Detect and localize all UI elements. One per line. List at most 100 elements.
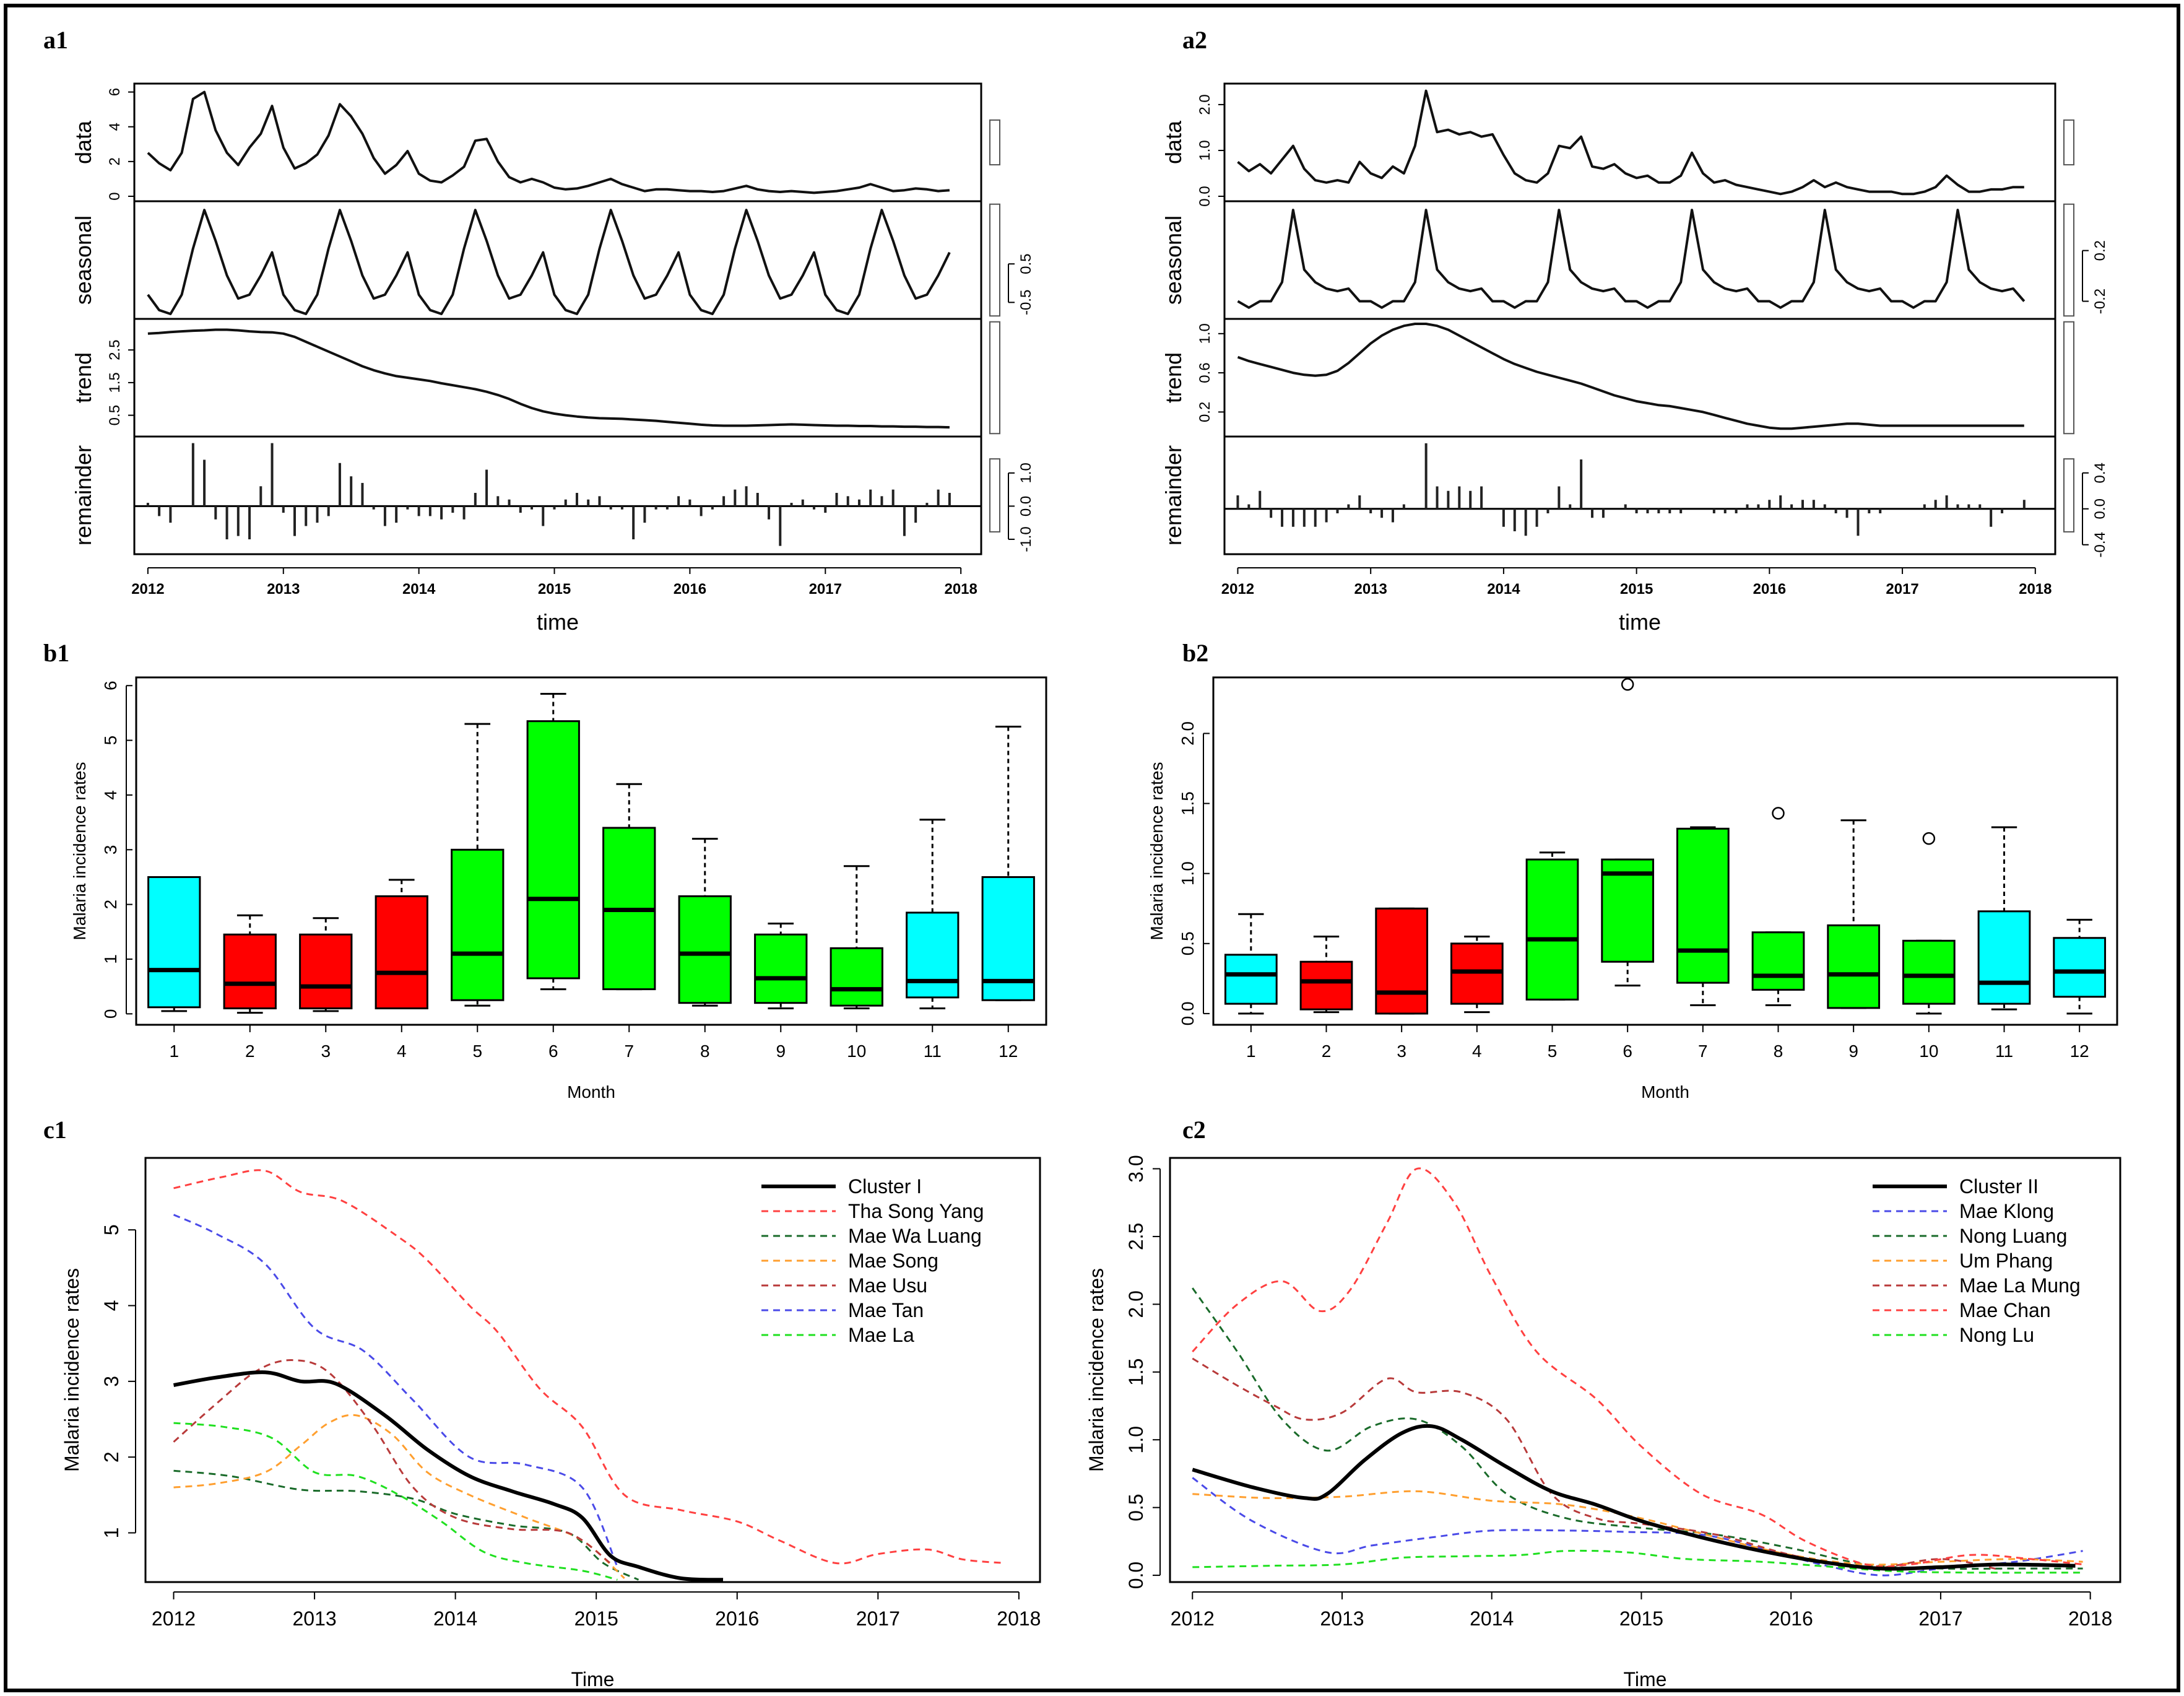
- panel-frame-remainder: [133, 435, 982, 555]
- x-tick-label: 2014: [433, 1607, 477, 1630]
- x-tick-label: 2016: [674, 581, 706, 598]
- x-tick-label: 2: [245, 1042, 255, 1061]
- x-tick-label: 2017: [809, 581, 842, 598]
- line-chart-c2: 2012 2013 2014 2015 2016 2017 2018 Time 0.0 0.5 1.…: [1085, 1155, 2121, 1690]
- y-axis-title: Malaria incidence rates: [1147, 762, 1166, 941]
- x-tick-label: 5: [472, 1042, 482, 1061]
- x-tick-label: 2017: [856, 1607, 900, 1630]
- x-tick-label: 4: [1472, 1042, 1482, 1061]
- scale-bar-seasonal: [989, 203, 1000, 317]
- y-tick-label-trend: 2.5: [106, 339, 123, 360]
- x-tick-label: 2015: [1619, 1607, 1663, 1630]
- y-tick-label-remainder: -0.4: [2092, 532, 2108, 557]
- plot-frame: [1169, 1157, 2121, 1583]
- panel-label-remainder: remainder: [1161, 445, 1186, 546]
- stl-decomposition-a1: data 0 2 4 6 seasonal -0.5 0.5 trend 0.5 1.5 2.5 rem…: [71, 82, 1034, 635]
- series-line-mae-tan: [173, 1214, 618, 1568]
- x-tick-label: 2016: [1753, 581, 1786, 598]
- box-body: [147, 876, 201, 1009]
- x-tick-label: 3: [321, 1042, 331, 1061]
- x-tick-label: 2018: [944, 581, 977, 598]
- panel-label-c2: c2: [1182, 1116, 1206, 1144]
- y-tick-label-seasonal: 0.2: [2092, 240, 2108, 261]
- panel-label-b1: b1: [43, 639, 69, 667]
- y-tick-label-remainder: -1.0: [1018, 526, 1034, 552]
- x-tick-label: 2: [1322, 1042, 1332, 1061]
- y-tick-label-data: 0: [106, 192, 123, 200]
- x-tick-label: 3: [1397, 1042, 1406, 1061]
- panel-label-remainder: remainder: [71, 445, 96, 546]
- x-tick-label: 11: [924, 1042, 942, 1061]
- y-tick-label: 0: [101, 1009, 120, 1019]
- y-tick-label-remainder: 0.4: [2092, 463, 2108, 483]
- scale-bar-remainder: [2063, 458, 2074, 533]
- x-tick-label: 10: [1919, 1042, 1938, 1061]
- x-tick-label: 1: [169, 1042, 179, 1061]
- box-body: [830, 947, 883, 1007]
- x-tick-label: 5: [1548, 1042, 1558, 1061]
- x-tick-label: 8: [700, 1042, 710, 1061]
- panel-label-a2: a2: [1182, 26, 1207, 54]
- y-tick-label: 4: [101, 790, 120, 800]
- box-body: [375, 895, 428, 1009]
- legend-label: Mae La: [848, 1324, 914, 1346]
- series-line-cluster-i: [173, 1370, 724, 1582]
- series-line-mae-wa-luang: [173, 1469, 639, 1581]
- box-body: [526, 720, 580, 980]
- series-line-mae-song: [173, 1414, 625, 1580]
- x-tick-label: 2017: [1886, 581, 1918, 598]
- series-line-tha-song-yang: [173, 1169, 1005, 1565]
- x-axis-title: time: [1619, 609, 1661, 635]
- x-tick-label: 2016: [1769, 1607, 1813, 1630]
- box-body: [1751, 931, 1805, 991]
- box-body: [299, 933, 353, 1009]
- box-body: [1299, 960, 1353, 1011]
- series-line-seasonal: [147, 209, 951, 315]
- series-line-um-phang: [1192, 1490, 2083, 1566]
- box-body: [678, 895, 732, 1004]
- series-line-data: [1237, 89, 2024, 196]
- series-line-mae-usu: [173, 1359, 611, 1564]
- x-axis-title: time: [537, 609, 579, 635]
- box-outlier: [1922, 832, 1936, 845]
- y-tick-label: 0.5: [1178, 931, 1197, 955]
- y-tick-label-remainder: 1.0: [1018, 463, 1034, 483]
- y-tick-label: 6: [101, 681, 120, 690]
- y-tick-label: 0.0: [1178, 1001, 1197, 1025]
- series-line-mae-chan: [1192, 1167, 2083, 1568]
- x-tick-label: 2013: [1354, 581, 1387, 598]
- box-outlier: [1621, 678, 1634, 691]
- y-tick-label-remainder: 0.0: [1018, 496, 1034, 516]
- x-tick-label: 11: [1995, 1042, 2013, 1061]
- legend-label: Cluster I: [848, 1175, 922, 1198]
- y-tick-label: 0.5: [1125, 1494, 1147, 1521]
- y-tick-label-trend: 1.0: [1197, 323, 1213, 344]
- scale-bar-remainder: [989, 458, 1000, 533]
- x-tick-label: 2016: [715, 1607, 759, 1630]
- x-tick-label: 2015: [574, 1607, 618, 1630]
- x-tick-label: 6: [548, 1042, 558, 1061]
- scale-bar-data: [989, 119, 1000, 166]
- x-tick-label: 2018: [2068, 1607, 2112, 1630]
- legend-label: Mae La Mung: [1959, 1274, 2081, 1297]
- series-line-mae-la: [173, 1422, 618, 1581]
- outer-frame: [4, 4, 2180, 1692]
- x-tick-label: 2012: [131, 581, 164, 598]
- legend-label: Nong Lu: [1959, 1324, 2034, 1346]
- y-tick-label-trend: 1.5: [106, 372, 123, 393]
- x-axis-title: Time: [571, 1668, 615, 1690]
- x-tick-label: 7: [624, 1042, 634, 1061]
- stl-decomposition-a2: data 0.0 1.0 2.0 seasonal -0.2 0.2 trend 0.2 0.6 1…: [1161, 82, 2108, 635]
- y-tick-label-seasonal: -0.5: [1018, 290, 1034, 315]
- legend-label: Um Phang: [1959, 1250, 2053, 1272]
- legend-label: Nong Luang: [1959, 1225, 2067, 1247]
- y-tick-label-data: 1.0: [1197, 140, 1213, 160]
- y-tick-label: 1.0: [1178, 861, 1197, 885]
- x-tick-label: 2012: [1171, 1607, 1215, 1630]
- y-tick-label-data: 2: [106, 157, 123, 165]
- x-axis-title: Time: [1624, 1668, 1667, 1690]
- series-line-trend: [147, 328, 950, 429]
- legend-label: Cluster II: [1959, 1175, 2039, 1198]
